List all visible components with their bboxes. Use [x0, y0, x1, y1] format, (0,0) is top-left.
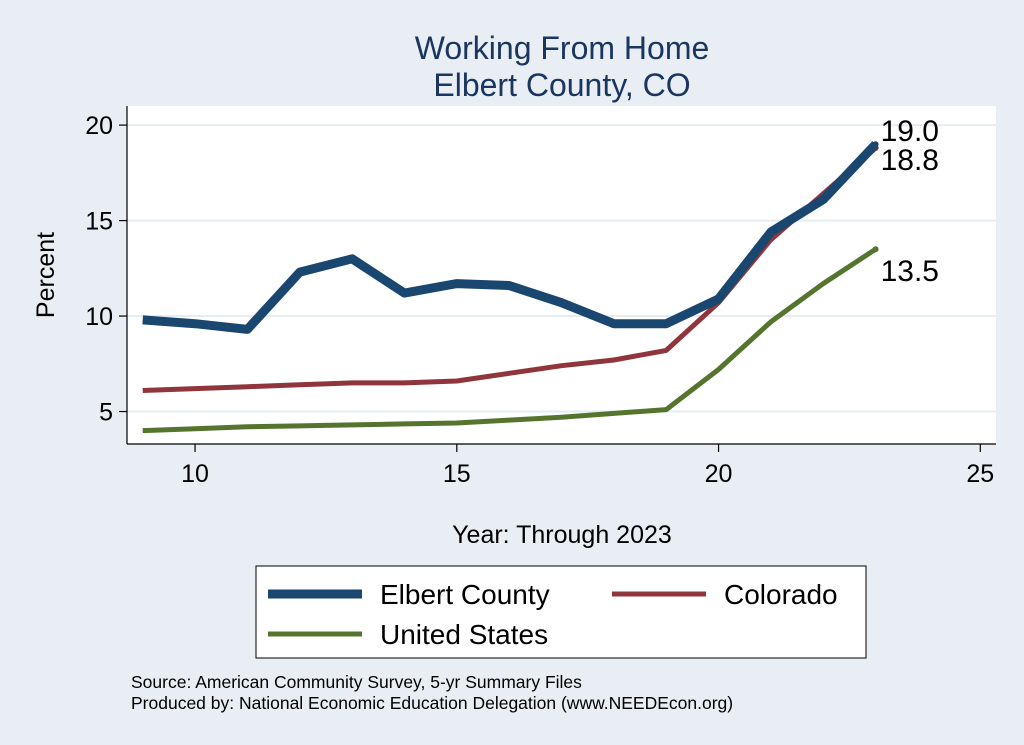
series-lines	[142, 141, 879, 434]
series-end-point-elbert-county	[872, 141, 879, 148]
legend-label-united-states: United States	[380, 619, 548, 650]
legend: Elbert County Colorado United States	[268, 579, 838, 650]
x-tick-label: 20	[705, 460, 733, 488]
y-axis-title: Percent	[32, 232, 60, 318]
end-label-colorado: 18.8	[881, 144, 939, 177]
source-note: Source: American Community Survey, 5-yr …	[131, 672, 582, 692]
chart-title-line-2: Elbert County, CO	[433, 67, 690, 103]
end-labels: 13.5 18.819.0	[881, 115, 939, 288]
x-tick-label: 15	[443, 460, 471, 488]
series-line-elbert-county	[142, 141, 879, 334]
grid-lines	[127, 124, 996, 413]
legend-box	[255, 565, 867, 659]
producer-note: Produced by: National Economic Education…	[131, 693, 733, 713]
x-axis-title: Year: Through 2023	[452, 521, 672, 549]
y-tick-label: 5	[99, 399, 113, 427]
series-end-point-united-states	[872, 246, 879, 253]
legend-label-elbert-county: Elbert County	[380, 579, 550, 610]
legend-label-colorado: Colorado	[724, 579, 838, 610]
series-line-united-states	[142, 247, 877, 434]
end-label-united-states: 13.5	[881, 255, 939, 288]
x-tick-label: 10	[181, 460, 209, 488]
end-label-elbert-county: 19.0	[881, 115, 939, 148]
y-ticks: 5 10 15 20	[85, 112, 127, 427]
x-tick-label: 25	[966, 460, 994, 488]
x-ticks: 10 15 20 25	[181, 444, 994, 488]
y-tick-label: 15	[85, 208, 113, 236]
y-tick-label: 20	[85, 112, 113, 140]
y-tick-label: 10	[85, 303, 113, 331]
chart-title-line-1: Working From Home	[415, 30, 710, 66]
